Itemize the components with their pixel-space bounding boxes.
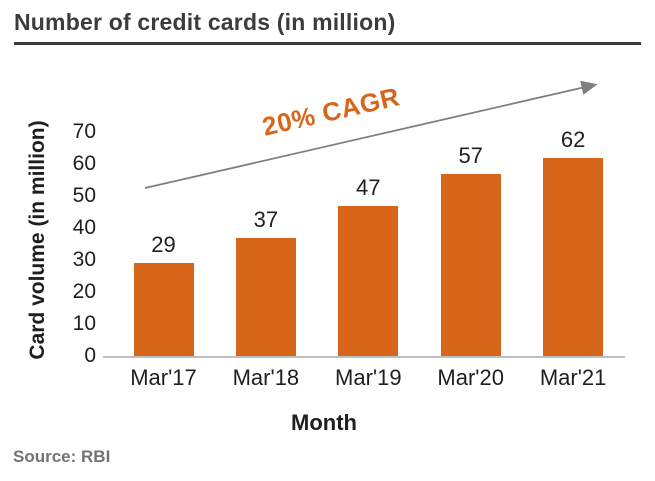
title-underline	[14, 42, 641, 45]
bar-value-label: 47	[356, 174, 381, 200]
y-tick-label: 0	[84, 344, 96, 367]
x-tick-label: Mar'19	[335, 365, 402, 390]
y-tick-label: 50	[72, 184, 96, 207]
bar-value-label: 29	[151, 232, 176, 258]
x-tick-label: Mar'17	[130, 365, 197, 390]
x-tick-label: Mar'18	[232, 365, 300, 390]
x-axis-line	[103, 356, 625, 358]
y-tick-label: 30	[72, 248, 96, 271]
source-note: Source: RBI	[13, 447, 111, 466]
y-tick-label: 10	[72, 312, 96, 335]
bar-mar20	[440, 173, 501, 356]
x-tick-label: Mar'21	[539, 365, 607, 390]
x-tick-label: Mar'20	[437, 365, 504, 390]
bar-mar19	[338, 205, 399, 356]
bar-mar17	[133, 263, 194, 356]
bar-value-label: 57	[458, 142, 483, 168]
y-tick-label: 70	[72, 120, 96, 143]
y-tick-label: 20	[72, 280, 96, 303]
bar-mar21	[543, 157, 604, 356]
y-tick-label: 60	[72, 152, 96, 175]
y-tick-label: 40	[72, 216, 96, 239]
cagr-annotation: 20% CAGR	[259, 81, 403, 142]
x-axis-title: Month	[291, 410, 357, 435]
bar-value-label: 37	[253, 206, 279, 232]
chart-title: Number of credit cards (in million)	[14, 9, 396, 35]
bar-mar18	[235, 237, 296, 356]
bar-value-label: 62	[560, 126, 586, 152]
